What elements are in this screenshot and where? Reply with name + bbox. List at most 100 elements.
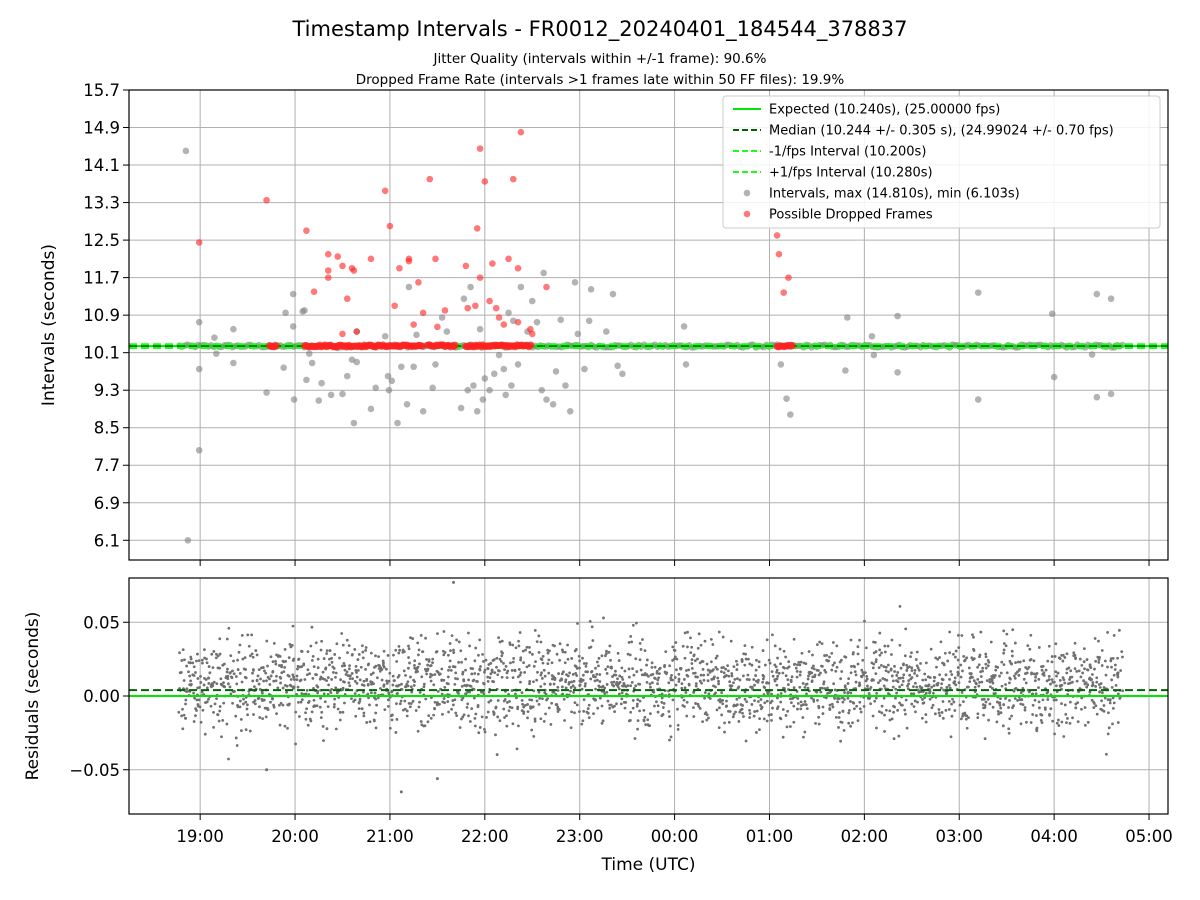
residual-point — [683, 686, 687, 690]
residual-point — [967, 716, 970, 720]
residual-point — [1016, 699, 1019, 702]
residual-point — [1063, 681, 1067, 685]
residual-point — [705, 713, 709, 717]
residual-point — [547, 671, 551, 675]
residual-point — [212, 711, 215, 714]
residual-point — [392, 653, 395, 657]
residual-point — [254, 649, 258, 652]
residual-point — [1035, 671, 1039, 675]
residual-point — [425, 672, 429, 676]
residual-point — [953, 655, 957, 659]
residual-point — [311, 677, 315, 680]
residual-point — [794, 666, 798, 670]
interval-point — [195, 365, 203, 373]
residual-point — [877, 710, 881, 714]
residual-point — [232, 659, 235, 663]
interval-point — [1107, 390, 1115, 398]
residual-point — [257, 668, 261, 672]
residual-point — [725, 699, 728, 703]
residual-point — [779, 700, 783, 704]
residual-point — [801, 681, 805, 685]
residual-point — [422, 682, 426, 686]
residual-point — [1005, 671, 1009, 675]
residual-point — [910, 702, 914, 706]
residual-point — [390, 718, 394, 722]
residual-point — [589, 677, 593, 681]
residual-point — [200, 690, 204, 694]
residual-point — [607, 650, 611, 654]
residual-point — [779, 692, 783, 695]
residual-point — [602, 616, 605, 620]
residual-point — [884, 665, 888, 669]
residual-point — [424, 697, 428, 701]
residual-point — [954, 649, 958, 653]
residual-point — [959, 717, 963, 721]
residual-point — [715, 667, 719, 671]
residual-point — [195, 709, 198, 712]
residual-point — [253, 702, 257, 706]
residual-point — [915, 674, 919, 678]
residual-point — [618, 674, 622, 678]
residual-point — [945, 692, 949, 695]
residual-point — [697, 632, 701, 636]
interval-point — [470, 382, 477, 389]
residual-point — [748, 662, 752, 666]
residual-point — [517, 724, 520, 728]
residual-point — [812, 664, 815, 668]
residual-point — [769, 713, 773, 716]
residual-point — [1112, 701, 1116, 705]
residual-point — [433, 673, 437, 676]
interval-point — [1093, 290, 1101, 298]
residual-point — [862, 673, 865, 677]
residual-point — [906, 687, 910, 691]
residual-point — [438, 672, 442, 676]
residual-point — [706, 673, 710, 677]
residual-point — [656, 710, 660, 714]
residual-point — [696, 675, 699, 679]
residual-point — [849, 671, 853, 675]
residual-point — [655, 669, 659, 673]
residual-point — [358, 699, 362, 703]
residual-point — [351, 677, 354, 681]
residual-point — [777, 671, 781, 675]
residual-point — [847, 721, 851, 725]
interval-point — [562, 382, 569, 389]
residual-point — [847, 711, 851, 715]
residual-point — [628, 653, 632, 657]
residual-point — [922, 701, 926, 705]
residual-point — [452, 651, 456, 654]
residual-point — [446, 700, 450, 703]
residual-point — [472, 696, 476, 700]
interval-point — [460, 295, 468, 303]
residual-point — [597, 656, 601, 660]
residual-point — [928, 688, 932, 692]
dropped-point — [339, 330, 346, 338]
residual-point — [706, 679, 710, 683]
residual-point — [869, 702, 873, 706]
residual-point — [1002, 629, 1006, 633]
residual-point — [807, 674, 810, 678]
residual-point — [623, 706, 627, 710]
interval-point — [385, 386, 393, 394]
residual-point — [466, 690, 469, 694]
residual-point — [528, 680, 532, 683]
residual-point — [570, 657, 574, 660]
residual-point — [1099, 682, 1103, 685]
residual-point — [765, 638, 769, 642]
residual-point — [365, 677, 369, 681]
residual-point — [846, 696, 850, 700]
residual-point — [398, 702, 402, 706]
residual-point — [931, 691, 935, 695]
residual-point — [376, 696, 380, 700]
interval-point — [540, 269, 547, 277]
residual-point — [900, 683, 904, 687]
residual-point — [606, 665, 610, 669]
residual-point — [919, 662, 922, 665]
residual-point — [747, 678, 751, 681]
residual-point — [436, 632, 439, 636]
residual-point — [348, 674, 352, 678]
residual-point — [578, 683, 582, 687]
residual-point — [905, 669, 909, 672]
interval-point — [413, 331, 420, 339]
residual-point — [552, 690, 556, 694]
